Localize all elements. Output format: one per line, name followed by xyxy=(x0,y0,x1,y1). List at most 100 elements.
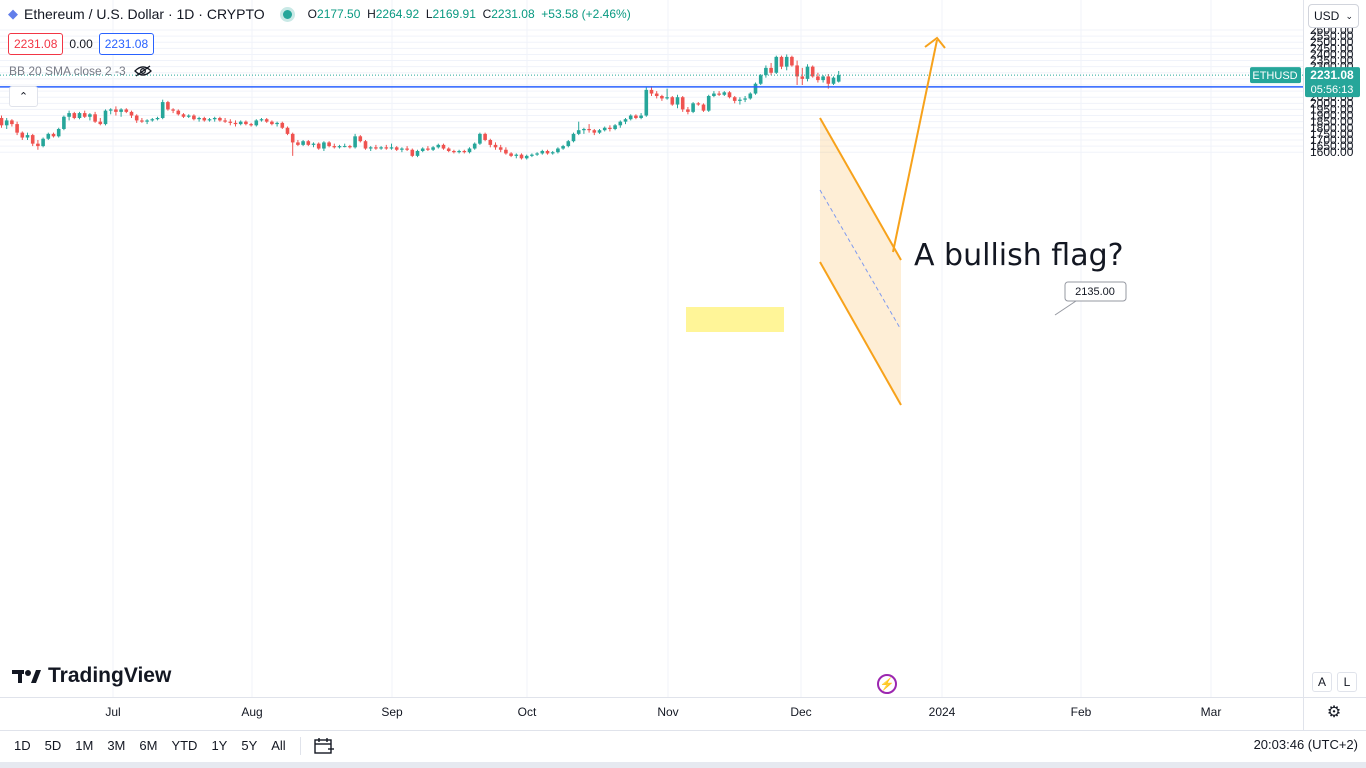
range-5y[interactable]: 5Y xyxy=(241,738,258,753)
candle-body xyxy=(150,119,155,121)
currency-label: USD xyxy=(1314,9,1340,23)
range-1m[interactable]: 1M xyxy=(75,738,94,753)
candle-body xyxy=(670,97,675,105)
candle-body xyxy=(831,77,836,84)
candle-body xyxy=(374,147,378,149)
currency-select[interactable]: USD ⌄ xyxy=(1308,4,1359,28)
range-all[interactable]: All xyxy=(271,738,286,753)
candle-body xyxy=(353,136,357,148)
flag-lower-line xyxy=(819,261,902,406)
candle-body xyxy=(389,147,394,149)
candle-body xyxy=(712,93,716,96)
candle-body xyxy=(634,115,638,118)
range-3m[interactable]: 3M xyxy=(107,738,126,753)
candle-body xyxy=(405,148,409,150)
bullish-flag-annotation: A bullish flag? xyxy=(914,238,1124,273)
range-1d[interactable]: 1D xyxy=(14,738,31,753)
candle-body xyxy=(259,119,264,121)
candle-body xyxy=(249,124,253,126)
symbol-legend: ◆ Ethereum / U.S. Dollar · 1D · CRYPTO O… xyxy=(8,6,631,22)
date-range-calendar-icon[interactable] xyxy=(313,737,335,755)
candle-body xyxy=(160,102,165,118)
collapse-legend-button[interactable]: ⌃ xyxy=(9,86,38,107)
tradingview-logo: TradingView xyxy=(12,664,171,688)
candle-body xyxy=(155,117,160,120)
time-tick-label: Feb xyxy=(1071,705,1092,719)
candle-body xyxy=(706,95,711,111)
candle-body xyxy=(20,132,25,138)
log-scale-button[interactable]: L xyxy=(1337,672,1357,692)
logo-text: TradingView xyxy=(48,664,172,687)
clock-timezone[interactable]: 20:03:46 (UTC+2) xyxy=(1253,737,1358,752)
indicator-legend[interactable]: BB 20 SMA close 2 -3 xyxy=(9,64,152,78)
price-tick-label: 2000.00 xyxy=(1310,96,1354,110)
candle-body xyxy=(743,98,747,100)
candle-body xyxy=(680,97,685,110)
time-axis[interactable]: Jul Aug Sep Oct Nov Dec 2024 Feb Mar xyxy=(105,705,1221,719)
flag-midline xyxy=(819,189,901,329)
candle-body xyxy=(826,76,831,84)
sell-price-button[interactable]: 2231.08 xyxy=(8,33,64,55)
time-tick-label: Aug xyxy=(241,705,262,719)
candle-body xyxy=(452,150,456,153)
candle-body xyxy=(171,109,175,111)
candle-body xyxy=(660,95,664,99)
range-ytd[interactable]: YTD xyxy=(171,738,198,753)
price-chart[interactable]: A bullish flag? 2135.00 1600.001650.00170… xyxy=(0,0,1366,730)
range-1y[interactable]: 1Y xyxy=(211,738,228,753)
chart-settings-gear-icon[interactable]: ⚙ xyxy=(1326,704,1342,721)
market-status-dot xyxy=(282,9,292,19)
indicator-label: BB 20 SMA close 2 -3 xyxy=(9,64,126,78)
candle-body xyxy=(415,150,420,156)
candle-body xyxy=(197,117,201,120)
price-tick-label: 1800.00 xyxy=(1310,121,1354,135)
candle-body xyxy=(181,114,186,117)
auto-scale-button[interactable]: A xyxy=(1312,672,1332,692)
candle-body xyxy=(394,147,399,150)
price-tick-label: 1950.00 xyxy=(1310,102,1354,116)
candle-body xyxy=(124,109,129,112)
candle-body xyxy=(441,144,446,149)
price-tick-label: 2400.00 xyxy=(1310,47,1354,61)
ethereum-icon: ◆ xyxy=(8,6,18,21)
last-price-tag-label: 2231.08 xyxy=(1310,68,1354,82)
candle-body xyxy=(779,56,784,67)
price-tick-label: 1600.00 xyxy=(1310,145,1354,159)
candle-body xyxy=(431,147,435,150)
toolbar-divider xyxy=(299,736,301,755)
candle-body xyxy=(275,122,279,125)
candle-body xyxy=(784,56,789,67)
candle-body xyxy=(654,93,659,96)
candle-body xyxy=(108,109,113,111)
bar-countdown-label: 05:56:13 xyxy=(1311,84,1354,96)
symbol-title[interactable]: Ethereum / U.S. Dollar · 1D · CRYPTO xyxy=(24,6,265,22)
buy-price-button[interactable]: 2231.08 xyxy=(98,33,155,55)
candle-body xyxy=(821,76,825,81)
candle-body xyxy=(25,135,30,138)
candle-body xyxy=(587,128,591,131)
range-5d[interactable]: 5D xyxy=(44,738,62,753)
candle-body xyxy=(36,143,40,147)
candle-body xyxy=(244,121,248,125)
candle-body xyxy=(592,130,597,133)
candle-body xyxy=(805,66,810,79)
time-tick-label: Mar xyxy=(1201,705,1222,719)
time-tick-label: Nov xyxy=(657,705,678,719)
status-strip xyxy=(0,762,1366,768)
candle-body xyxy=(509,153,513,156)
candle-body xyxy=(748,93,753,99)
candle-body xyxy=(228,121,233,123)
hidden-eye-icon[interactable] xyxy=(133,65,152,77)
range-6m[interactable]: 6M xyxy=(139,738,158,753)
candle-body xyxy=(717,93,721,95)
bottom-toolbar: 1D 5D 1M 3M 6M YTD 1Y 5Y All xyxy=(0,730,1366,760)
candle-body xyxy=(93,114,97,122)
candle-body xyxy=(88,114,92,117)
candle-body xyxy=(410,149,415,156)
candle-body xyxy=(758,75,763,84)
candle-body xyxy=(800,76,805,79)
events-bolt-icon[interactable]: ⚡ xyxy=(877,674,897,694)
candle-body xyxy=(795,65,799,77)
candle-body xyxy=(467,148,472,153)
price-callout-box[interactable] xyxy=(1064,281,1127,302)
